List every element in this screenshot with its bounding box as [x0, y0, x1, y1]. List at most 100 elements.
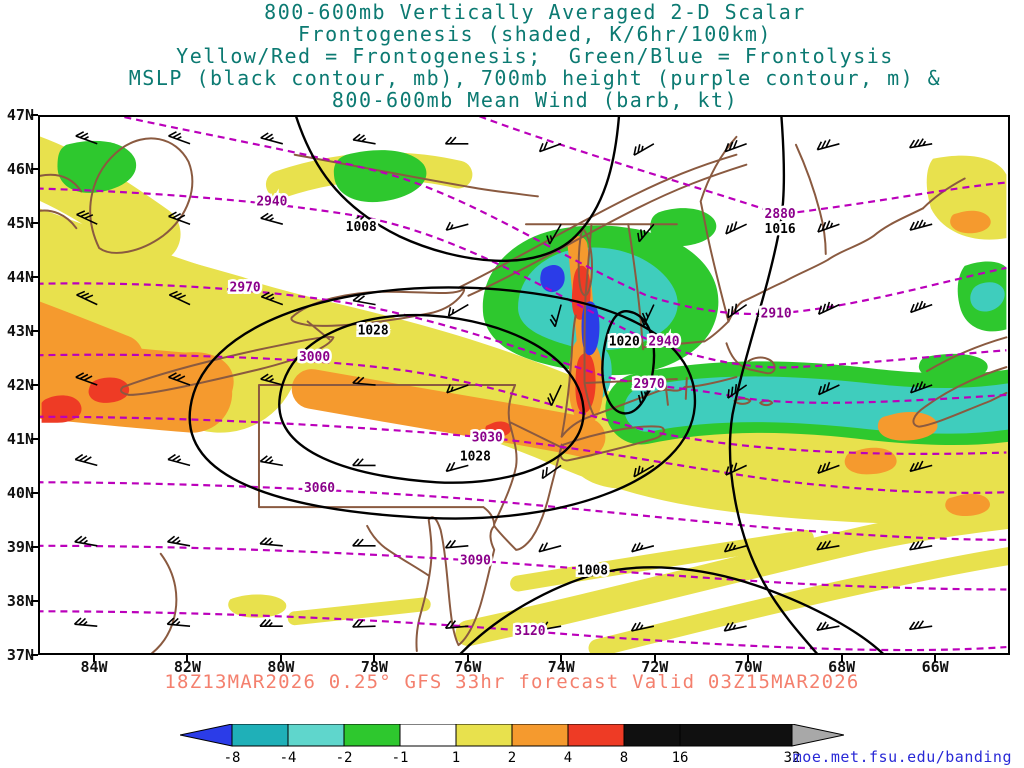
wind-barb: [76, 210, 98, 225]
mslp-contour-label: 1016: [765, 222, 796, 237]
wind-barb: [352, 458, 376, 467]
colorbar-tick-label: 2: [508, 750, 516, 766]
colorbar: -8 -4 -2 -1 1 2 4 8 16 32: [179, 723, 845, 768]
wind-barb: [259, 537, 283, 547]
wind-barb: [446, 384, 469, 394]
wind-barb: [909, 300, 933, 314]
wind-barb: [725, 462, 747, 476]
height-contour-label: 2970: [230, 281, 261, 296]
colorbar-segment: [343, 723, 401, 747]
lon-tick-label: 74W: [547, 658, 575, 676]
shaded-region-yellow: [287, 597, 431, 626]
shaded-region-yellow: [588, 547, 1008, 653]
map-canvas: 1008 1028 1020 1016 1028 1008 2940 2970 3000 3030…: [40, 117, 1008, 653]
colorbar-tick-label: -1: [392, 750, 409, 766]
mslp-contour: [728, 117, 819, 653]
wind-barb: [445, 221, 469, 231]
wind-barb: [727, 384, 748, 399]
lat-tick-mark: [31, 600, 38, 602]
lat-tick-mark: [31, 222, 38, 224]
wind-barb: [260, 212, 284, 225]
lon-tick-label: 76W: [454, 658, 482, 676]
height-contour: [40, 544, 1007, 591]
lon-tick-mark: [560, 655, 563, 662]
wind-barb: [639, 304, 655, 326]
mslp-contour: [295, 117, 621, 263]
shaded-region-orange: [844, 447, 897, 475]
colorbar-segment: [287, 723, 345, 747]
height-contour: [40, 187, 1007, 369]
title-line-4: MSLP (black contour, mb), 700mb height (…: [128, 66, 942, 90]
lat-tick-mark: [31, 168, 38, 170]
shaded-region-yellow: [40, 136, 181, 264]
geography-border: [577, 227, 593, 297]
map-frame: 1008 1028 1020 1016 1028 1008 2940 2970 3000 3030…: [38, 115, 1010, 655]
geography-border: [727, 207, 925, 323]
shaded-region-orange: [877, 411, 938, 441]
height-contour-label: 2880: [765, 207, 796, 222]
wind-barb: [352, 215, 376, 225]
lat-tick-label: 43N: [6, 322, 34, 340]
geography-border: [150, 552, 178, 653]
height-contour: [478, 117, 1007, 216]
wind-barb: [538, 141, 562, 153]
wind-barb: [168, 131, 191, 145]
wind-barb: [352, 619, 376, 628]
wind-barb: [633, 464, 655, 478]
colorbar-left-arrow: [179, 723, 233, 747]
mslp-contour-label: 1028: [358, 323, 389, 338]
lat-tick-mark: [31, 438, 38, 440]
lon-tick-mark: [747, 655, 750, 662]
height-contour-label: 3060: [304, 481, 335, 496]
wind-barb: [260, 291, 284, 306]
mslp-contour: [188, 286, 696, 520]
wind-barb: [723, 621, 747, 632]
lon-tick-mark: [653, 655, 656, 662]
mslp-contour-label: 1008: [346, 220, 377, 235]
forecast-caption: 18Z13MAR2026 0.25° GFS 33hr forecast Val…: [164, 671, 860, 693]
credit-link[interactable]: moe.met.fsu.edu/banding: [792, 748, 1012, 766]
lon-tick-label: 84W: [80, 658, 108, 676]
lat-tick-label: 39N: [6, 538, 34, 556]
lon-tick-mark: [186, 655, 189, 662]
geography-border: [583, 346, 688, 416]
wind-barb: [445, 461, 469, 473]
mslp-contour: [601, 310, 656, 415]
lat-tick-mark: [31, 546, 38, 548]
lat-tick-label: 44N: [6, 268, 34, 286]
lon-tick-label: 70W: [734, 658, 762, 676]
lat-tick-label: 42N: [6, 376, 34, 394]
lon-tick-mark: [93, 655, 95, 662]
lat-tick-label: 45N: [6, 214, 34, 232]
title-line-2: Frontogenesis (shaded, K/6hr/100km): [298, 22, 772, 46]
title-line-3: Yellow/Red = Frontogenesis; Green/Blue =…: [176, 44, 894, 68]
colorbar-segment: [567, 723, 625, 747]
geography-border: [560, 376, 738, 438]
geography-border: [40, 173, 83, 230]
wind-barb: [444, 620, 469, 629]
colorbar-right-arrow: [791, 723, 845, 747]
wind-barb: [817, 301, 840, 315]
wind-barb: [909, 138, 933, 149]
wind-barb: [633, 143, 655, 156]
mslp-contour: [459, 566, 884, 653]
wind-barb: [444, 539, 469, 549]
wind-barb: [352, 538, 376, 547]
wind-barb: [75, 372, 98, 386]
shaded-region-yellow: [455, 503, 1008, 647]
lat-tick-label: 38N: [6, 592, 34, 610]
lon-tick-label: 72W: [641, 658, 669, 676]
wind-barb: [817, 382, 840, 396]
height-contour-label: 2970: [634, 377, 665, 392]
title-line-1: 800-600mb Vertically Averaged 2-D Scalar: [264, 0, 806, 24]
wind-barb: [74, 453, 98, 467]
colorbar-tick-label: -2: [336, 750, 353, 766]
wind-barb: [259, 619, 283, 627]
shaded-region-blue: [540, 265, 565, 293]
geography-border: [415, 516, 518, 653]
colorbar-segment: [511, 723, 569, 747]
colorbar-tick-label: 1: [452, 750, 460, 766]
geography-border: [912, 336, 1008, 428]
colorbar-tick-label: 32: [784, 750, 801, 766]
shaded-region-teal: [624, 376, 1008, 434]
